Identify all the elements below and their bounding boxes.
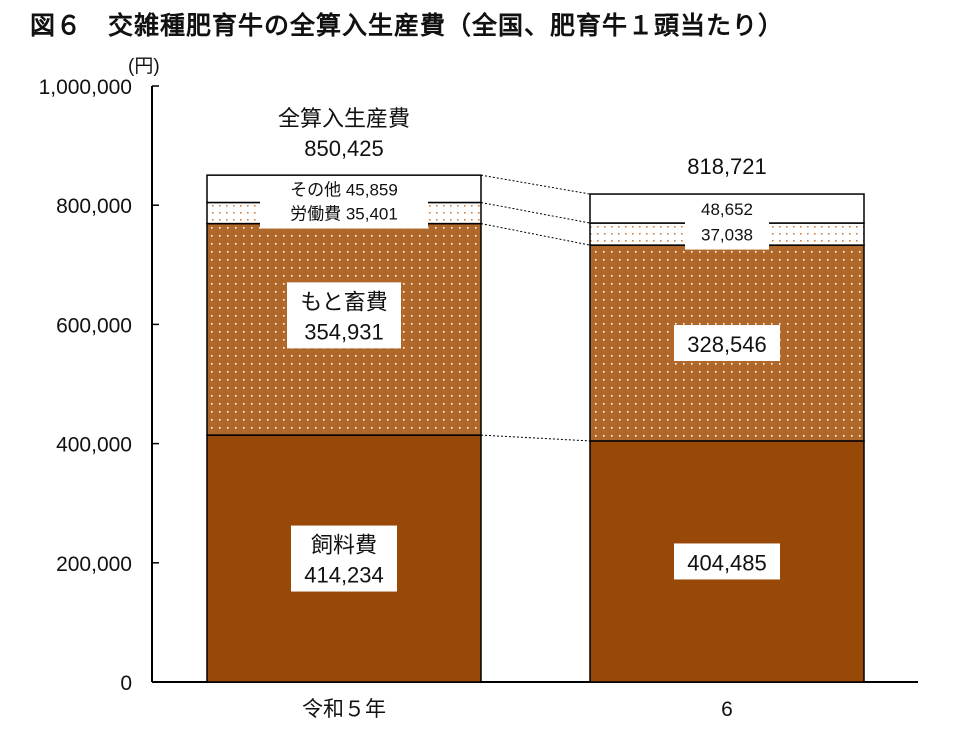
label-background — [287, 282, 401, 349]
data-label: 48,652 — [701, 200, 753, 219]
data-label: もと畜費 — [300, 289, 388, 314]
label-background — [685, 218, 769, 250]
data-label: 労働費 35,401 — [290, 205, 398, 224]
data-label: 404,485 — [687, 550, 767, 575]
x-tick-label: 6 — [721, 698, 733, 721]
y-tick-label: 600,000 — [56, 314, 132, 337]
y-axis-unit: (円) — [128, 56, 160, 77]
y-tick-label: 200,000 — [56, 553, 132, 576]
label-background — [291, 525, 397, 592]
data-label: 818,721 — [687, 154, 767, 179]
data-label: 414,234 — [304, 563, 384, 588]
bar-segment-3 — [589, 193, 865, 224]
chart-title: 図６ 交雑種肥育牛の全算入生産費（全国、肥育牛１頭当たり） — [30, 11, 785, 40]
data-label: 37,038 — [701, 226, 753, 245]
y-tick-label: 0 — [120, 672, 132, 695]
y-tick-label: 800,000 — [56, 195, 132, 218]
connector-line — [480, 434, 591, 442]
data-label: 飼料費 — [311, 533, 377, 558]
data-label: その他 45,859 — [290, 180, 398, 199]
y-tick-label: 1,000,000 — [39, 76, 132, 99]
data-label: 354,931 — [304, 319, 384, 344]
label-background — [674, 325, 780, 362]
connector-line — [480, 201, 591, 224]
label-background — [260, 197, 428, 229]
y-tick-label: 400,000 — [56, 434, 132, 457]
data-label: 328,546 — [687, 332, 767, 357]
x-tick-label: 令和５年 — [302, 698, 386, 721]
connector-line — [480, 174, 591, 195]
data-label: 全算入生産費 — [278, 106, 410, 131]
data-label: 850,425 — [304, 136, 384, 161]
connector-line — [480, 223, 591, 246]
label-background — [674, 543, 780, 580]
